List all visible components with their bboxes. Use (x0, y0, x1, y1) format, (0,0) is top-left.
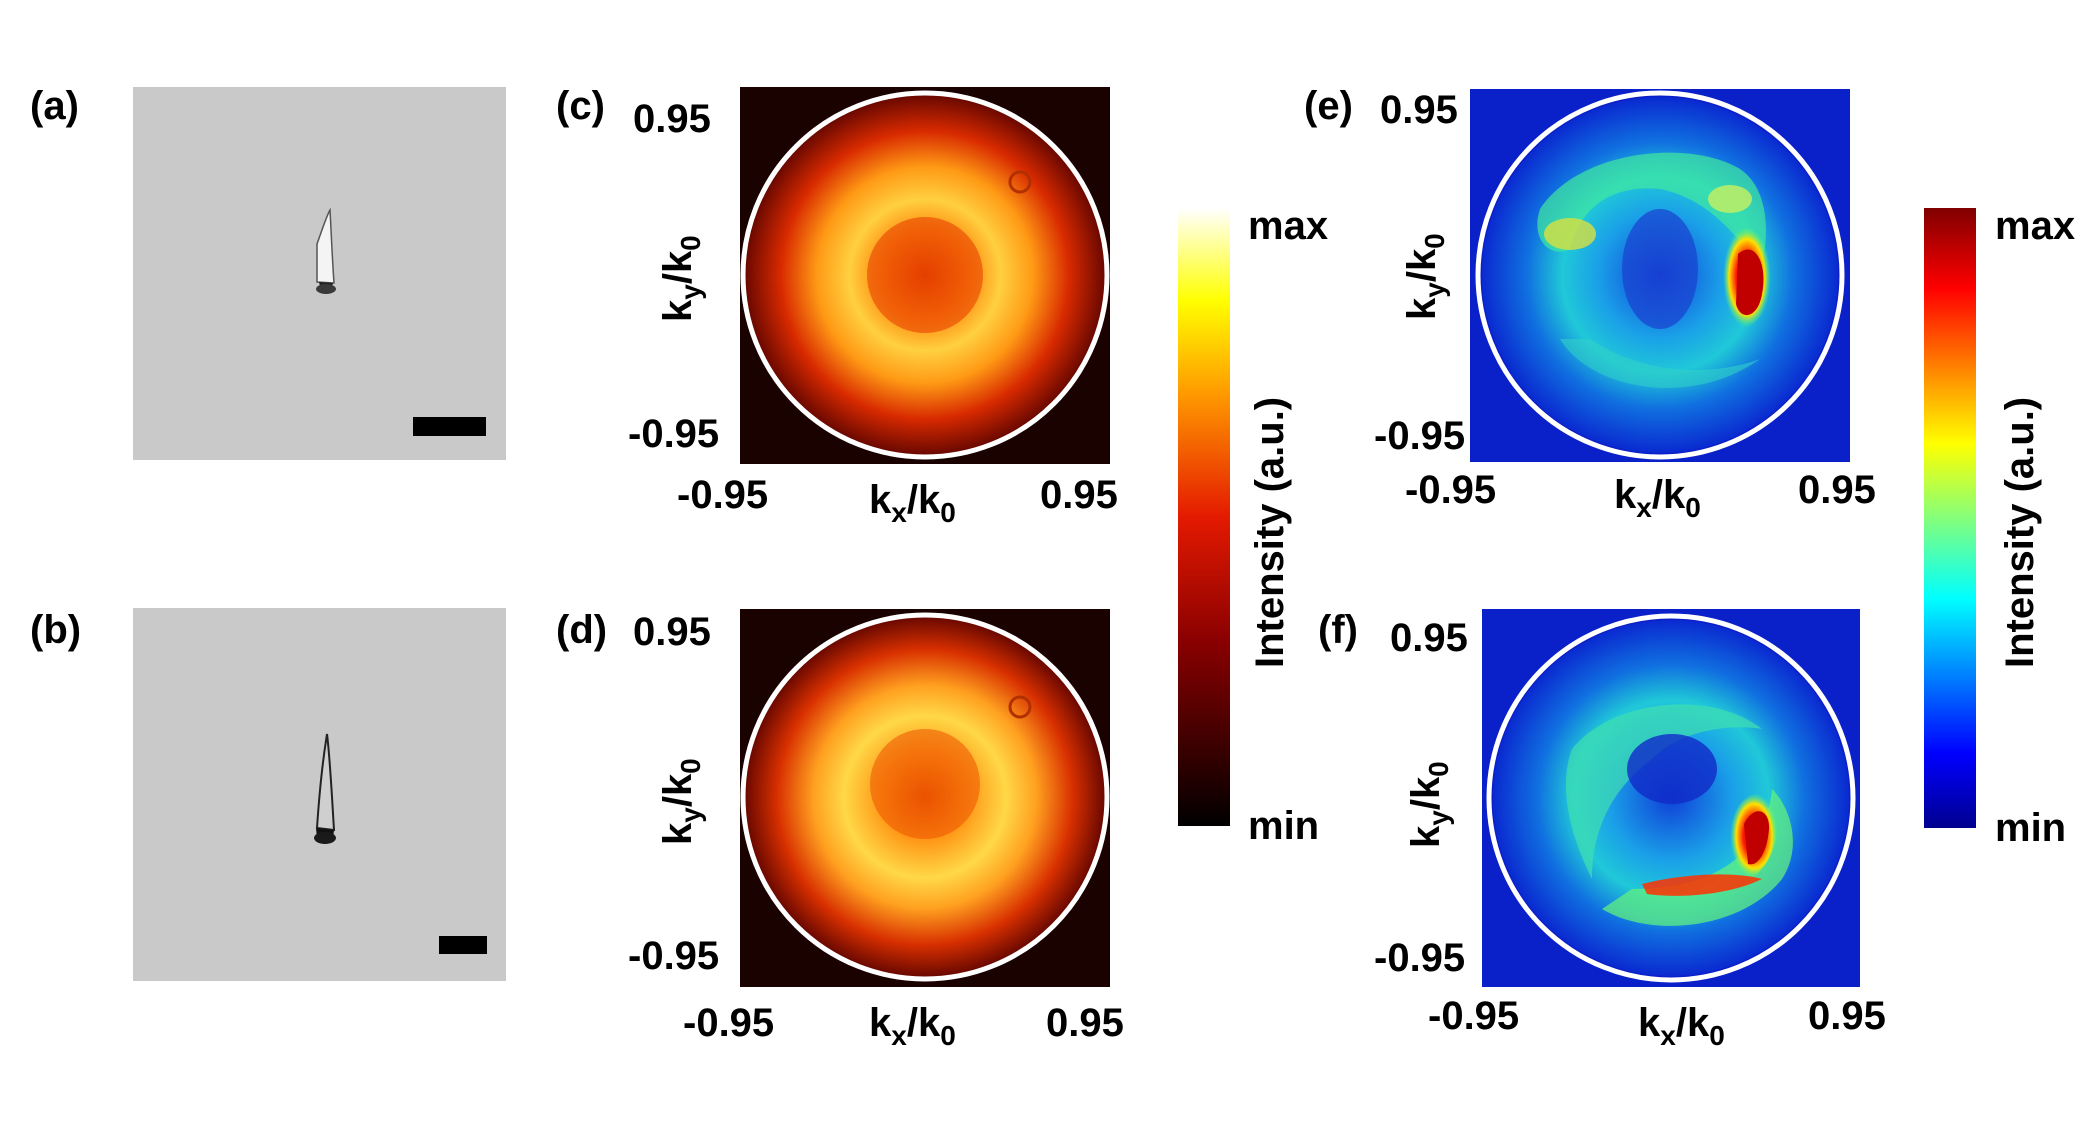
tick-d-xmax: 0.95 (1046, 1001, 1124, 1045)
tick-f-xmin: -0.95 (1428, 994, 1520, 1038)
ylabel-c: ky/k0 (656, 235, 706, 322)
tick-f-xmax: 0.95 (1808, 994, 1886, 1038)
colorbar-hot-max: max (1248, 204, 1329, 248)
kspace-map-d (740, 609, 1110, 987)
scale-bar-a (413, 417, 486, 436)
colorbar-jet-min: min (1995, 806, 2067, 850)
colorbar-hot-title: Intensity (a.u.) (1248, 396, 1292, 668)
tick-e-ymax: 0.95 (1380, 88, 1458, 132)
xlabel-f: kx/k0 (1638, 1001, 1725, 1051)
tick-e-ymin: -0.95 (1374, 414, 1466, 458)
ylabel-f: ky/k0 (1404, 761, 1454, 848)
nanowire-a (316, 207, 336, 294)
ylabel-e: ky/k0 (1400, 233, 1450, 320)
na-circle-c (740, 90, 1110, 460)
na-circle-f (1486, 613, 1856, 983)
tick-c-xmin: -0.95 (677, 473, 769, 517)
colorbar-jet-max: max (1995, 204, 2076, 248)
tick-d-ymin: -0.95 (628, 934, 720, 978)
xlabel-c: kx/k0 (869, 478, 956, 528)
kspace-map-f (1482, 609, 1860, 987)
panel-f-label: (f) (1318, 608, 1358, 652)
panel-b-label: (b) (30, 608, 82, 652)
nanowire-b (314, 733, 336, 844)
tick-f-ymin: -0.95 (1374, 936, 1466, 980)
tick-c-xmax: 0.95 (1040, 473, 1118, 517)
sem-image-b (133, 608, 506, 981)
tick-e-xmin: -0.95 (1405, 468, 1497, 512)
colorbar-hot (1178, 208, 1230, 826)
colorbar-jet (1924, 208, 1976, 828)
kspace-map-e (1470, 89, 1850, 462)
colorbar-jet-title: Intensity (a.u.) (1998, 396, 2042, 668)
panel-e-label: (e) (1304, 84, 1353, 128)
tick-f-ymax: 0.95 (1390, 616, 1468, 660)
na-circle-d (740, 612, 1110, 982)
tick-e-xmax: 0.95 (1798, 468, 1876, 512)
tick-c-ymin: -0.95 (628, 412, 720, 456)
xlabel-d: kx/k0 (869, 1001, 956, 1051)
tick-d-xmin: -0.95 (683, 1001, 775, 1045)
colorbar-hot-min: min (1248, 804, 1320, 848)
ylabel-d: ky/k0 (656, 758, 706, 845)
panel-a-label: (a) (30, 84, 79, 128)
kspace-map-c (740, 87, 1110, 464)
tick-d-ymax: 0.95 (633, 610, 711, 654)
tick-c-ymax: 0.95 (633, 97, 711, 141)
scale-bar-b (439, 936, 487, 954)
na-circle-e (1475, 90, 1845, 460)
panel-d-label: (d) (556, 608, 608, 652)
sem-image-a (133, 87, 506, 460)
xlabel-e: kx/k0 (1614, 473, 1701, 523)
panel-c-label: (c) (556, 84, 605, 128)
